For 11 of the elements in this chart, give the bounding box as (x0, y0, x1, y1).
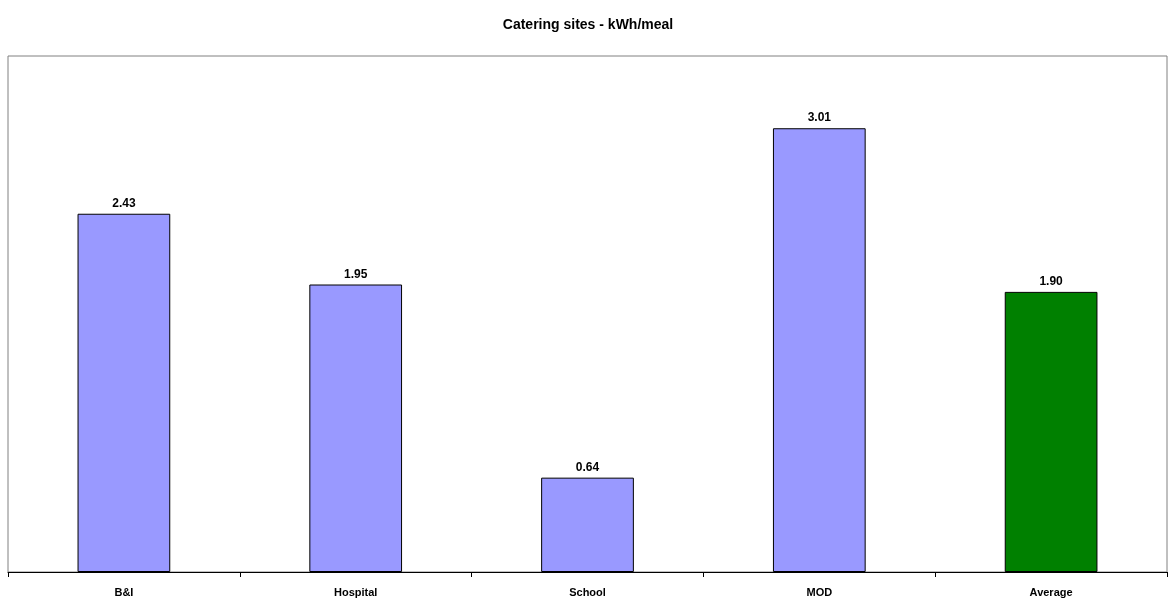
x-tick-label: School (569, 585, 606, 598)
x-tick-label: Hospital (334, 585, 378, 598)
data-label: 2.43 (112, 195, 136, 210)
x-tick-label: MOD (806, 585, 833, 598)
data-label: 1.95 (344, 266, 368, 281)
x-tick-label: Average (1029, 585, 1073, 598)
data-label: 0.64 (575, 459, 600, 474)
data-label: 1.90 (1039, 273, 1064, 288)
x-tick-label: B&I (114, 585, 134, 598)
data-label: 3.01 (807, 110, 832, 125)
chart-title: Catering sites - kWh/meal (502, 16, 674, 32)
